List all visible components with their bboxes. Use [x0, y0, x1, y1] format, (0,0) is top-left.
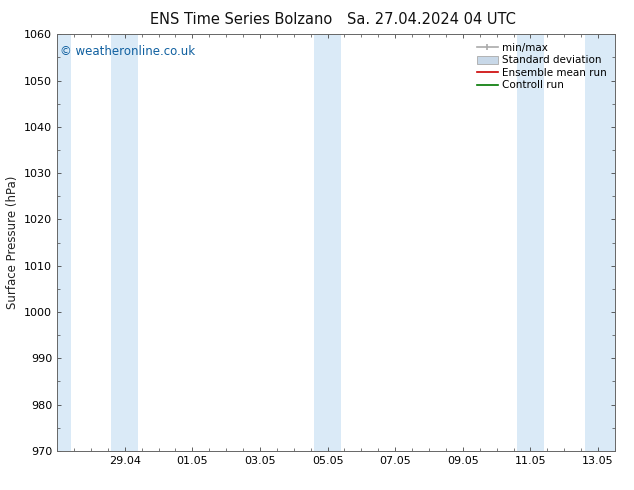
Bar: [314, 34, 328, 451]
Text: © weatheronline.co.uk: © weatheronline.co.uk: [60, 45, 195, 58]
Bar: [585, 34, 615, 451]
Bar: [111, 34, 138, 451]
Bar: [57, 34, 70, 451]
Bar: [517, 34, 544, 451]
Legend: min/max, Standard deviation, Ensemble mean run, Controll run: min/max, Standard deviation, Ensemble me…: [474, 40, 610, 94]
Bar: [328, 34, 341, 451]
Y-axis label: Surface Pressure (hPa): Surface Pressure (hPa): [6, 176, 18, 309]
Text: ENS Time Series Bolzano: ENS Time Series Bolzano: [150, 12, 332, 27]
Text: Sa. 27.04.2024 04 UTC: Sa. 27.04.2024 04 UTC: [347, 12, 515, 27]
